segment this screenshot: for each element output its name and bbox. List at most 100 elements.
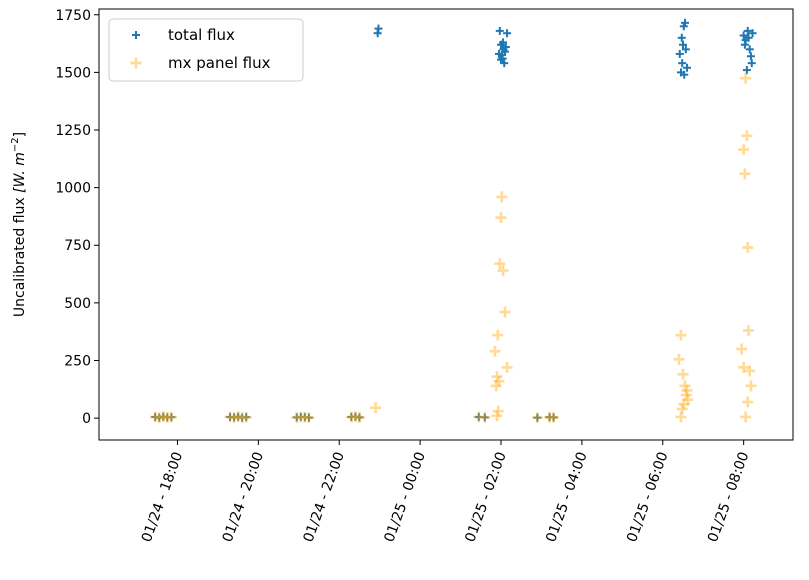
x-tick-label: 01/25 - 06:00 — [624, 450, 671, 544]
data-point — [548, 411, 560, 423]
data-point — [228, 411, 240, 423]
y-tick-label: 1500 — [55, 65, 91, 81]
data-point — [742, 396, 754, 408]
x-tick-label: 01/24 - 18:00 — [139, 450, 186, 544]
data-point — [492, 405, 504, 417]
data-point — [743, 325, 755, 337]
data-point — [677, 368, 689, 380]
data-point — [743, 26, 752, 35]
legend-box — [108, 18, 304, 82]
data-point — [494, 49, 503, 58]
data-point — [493, 375, 505, 387]
y-label-unit: [W. m — [12, 152, 28, 193]
data-point — [165, 411, 177, 423]
data-point — [236, 412, 248, 424]
x-axis: 01/24 - 18:00 01/24 - 20:00 01/24 - 22:00 0… — [139, 440, 752, 544]
data-point — [740, 40, 749, 49]
data-point — [681, 18, 690, 27]
y-tick-label: 500 — [64, 296, 91, 312]
y-axis-label-text: Uncalibrated flux [W. m−2] — [10, 132, 28, 317]
data-point — [675, 411, 687, 423]
data-point — [349, 411, 361, 423]
data-point — [745, 45, 754, 54]
data-point — [489, 345, 501, 357]
data-point — [355, 413, 364, 422]
data-point — [675, 49, 684, 58]
x-tick-label: 01/24 - 22:00 — [301, 450, 348, 544]
data-point — [678, 40, 687, 49]
data-point — [353, 411, 365, 423]
data-point — [490, 380, 502, 392]
legend: total flux mx panel flux — [108, 18, 304, 82]
data-point — [495, 212, 507, 224]
y-tick-label: 1000 — [55, 181, 91, 197]
data-point — [224, 411, 236, 423]
y-axis: 0 250 500 750 1000 1250 1500 1750 — [55, 8, 99, 427]
legend-marker — [132, 31, 140, 39]
data-point — [679, 380, 691, 392]
x-tick-label: 01/25 - 00:00 — [381, 450, 428, 544]
data-point — [533, 413, 542, 422]
data-point — [479, 411, 491, 423]
data-point — [531, 412, 543, 424]
y-axis-label: Uncalibrated flux [W. m−2] — [10, 132, 28, 317]
data-point — [744, 33, 753, 42]
data-point — [153, 412, 165, 424]
y-label-main: Uncalibrated flux — [12, 193, 28, 317]
y-tick-label: 1750 — [55, 8, 91, 24]
data-point — [501, 361, 513, 373]
data-point — [747, 59, 756, 68]
data-point — [741, 130, 753, 142]
data-point — [299, 411, 311, 423]
data-point — [499, 306, 511, 318]
data-point — [496, 191, 508, 203]
data-point — [473, 411, 485, 423]
data-point — [739, 168, 751, 180]
data-point — [673, 353, 685, 365]
data-point — [681, 384, 693, 396]
data-point — [495, 26, 504, 35]
data-point — [736, 343, 748, 355]
data-point — [232, 411, 244, 423]
data-point — [739, 31, 748, 40]
data-point — [374, 24, 383, 33]
data-point — [501, 43, 510, 52]
data-point — [680, 70, 689, 79]
x-tick-label: 01/25 - 08:00 — [705, 450, 752, 544]
data-point — [240, 411, 252, 423]
data-point — [738, 361, 750, 373]
data-point — [499, 38, 508, 47]
data-point — [497, 55, 506, 64]
data-point — [746, 52, 755, 61]
data-point — [682, 394, 694, 406]
data-point — [549, 413, 558, 422]
data-point — [480, 413, 489, 422]
data-point — [149, 411, 161, 423]
data-point — [677, 33, 686, 42]
y-label-close: ] — [12, 132, 28, 137]
data-point — [738, 144, 750, 156]
data-point — [497, 265, 509, 277]
data-point — [345, 411, 357, 423]
y-label-exponent: −2 — [10, 137, 21, 152]
data-point — [681, 45, 690, 54]
data-point — [740, 411, 752, 423]
series-mx-panel-flux — [149, 72, 757, 424]
data-point — [304, 413, 313, 422]
y-tick-label: 1250 — [55, 123, 91, 139]
data-point — [157, 411, 169, 423]
y-tick-label: 250 — [64, 353, 91, 369]
data-point — [503, 29, 512, 38]
data-point — [740, 72, 752, 84]
y-tick-label: 750 — [64, 238, 91, 254]
data-point — [370, 402, 382, 414]
data-point — [491, 410, 503, 422]
data-point — [678, 398, 690, 410]
data-point — [295, 411, 307, 423]
data-point — [745, 380, 757, 392]
data-point — [678, 59, 687, 68]
data-point — [680, 389, 692, 401]
data-point — [742, 66, 751, 75]
data-point — [242, 413, 251, 422]
